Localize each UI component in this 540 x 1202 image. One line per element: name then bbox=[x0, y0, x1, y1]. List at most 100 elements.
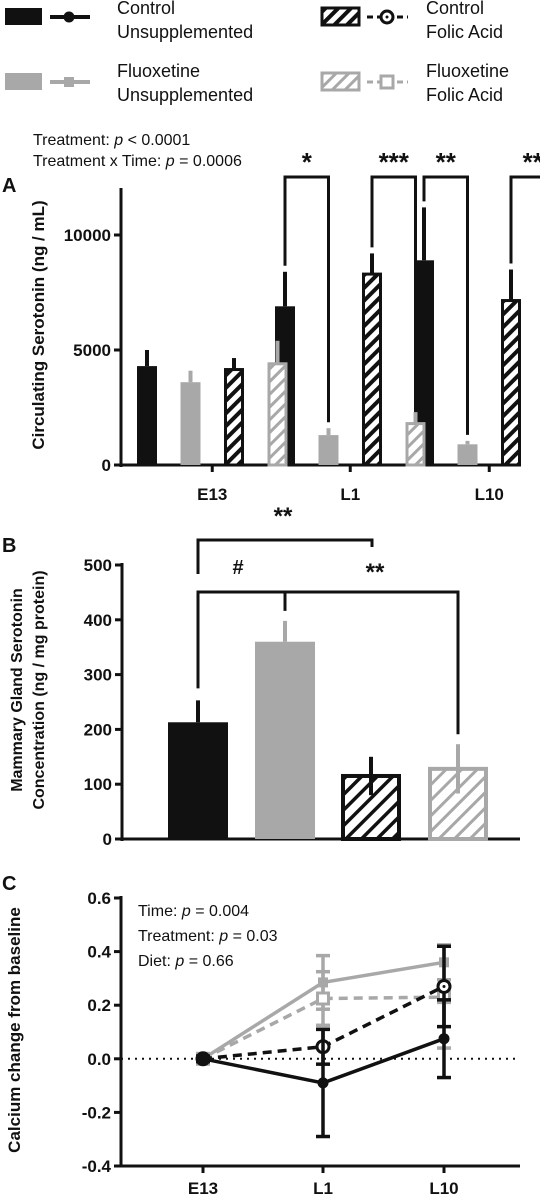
data-point-center bbox=[442, 984, 446, 988]
legend-label-line2: Unsupplemented bbox=[117, 85, 253, 105]
legend-marker-filled-circle bbox=[63, 11, 75, 23]
data-point bbox=[197, 1053, 209, 1065]
stat-label: Time: bbox=[138, 903, 177, 920]
stat-label: Treatment: bbox=[138, 928, 215, 945]
stat-label: Diet: bbox=[138, 953, 171, 970]
x-tick-label: E13 bbox=[188, 1179, 218, 1198]
bar bbox=[137, 366, 157, 465]
x-tick-label: L10 bbox=[475, 485, 504, 504]
panel-b-letter: B bbox=[2, 535, 16, 557]
stat-p: p bbox=[218, 928, 228, 945]
panel-c-letter: C bbox=[2, 873, 16, 895]
data-point bbox=[317, 1077, 329, 1089]
y-tick-label: 0.4 bbox=[87, 943, 111, 962]
legend-marker-center bbox=[385, 15, 389, 19]
legend-swatch bbox=[320, 6, 361, 27]
svg-text:Diet: p = 0.66: Diet: p = 0.66 bbox=[138, 953, 234, 970]
stat-p: p bbox=[174, 953, 184, 970]
data-point bbox=[438, 1033, 450, 1045]
svg-text:Treatment x Time: p = 0.0006: Treatment x Time: p = 0.0006 bbox=[33, 153, 242, 170]
x-tick-label: L1 bbox=[313, 1179, 333, 1198]
bar bbox=[457, 444, 478, 465]
legend-label-line1: Control bbox=[117, 0, 175, 18]
significance-bracket bbox=[509, 175, 540, 264]
panel-c-stats: Time: p = 0.004 Treatment: p = 0.03 Diet… bbox=[138, 903, 278, 970]
stat-p: p bbox=[165, 153, 175, 170]
y-tick-label: 500 bbox=[84, 556, 112, 575]
svg-text:Time: p = 0.004: Time: p = 0.004 bbox=[138, 903, 249, 920]
stat-value: = 0.004 bbox=[191, 903, 249, 920]
significance-bracket bbox=[283, 590, 460, 735]
panel-a-stats: Treatment: p < 0.0001 Treatment x Time: … bbox=[33, 132, 242, 170]
svg-text:Unsupplemented: Unsupplemented bbox=[117, 22, 253, 42]
significance-bracket bbox=[283, 175, 330, 423]
svg-text:Control: Control bbox=[117, 0, 175, 18]
significance-bracket bbox=[196, 538, 374, 574]
bar bbox=[318, 435, 339, 465]
panel-b-ylabel-line1: Mammary Gland Serotonin bbox=[9, 588, 26, 792]
svg-text:Control: Control bbox=[426, 0, 484, 18]
panel-a-chart: Circulating Serotonin (ng / mL) 0 5000 100… bbox=[29, 147, 540, 504]
bar bbox=[255, 641, 315, 839]
y-tick-label: 200 bbox=[84, 720, 112, 739]
panel-b-chart: Mammary Gland Serotonin Concentration (n… bbox=[9, 503, 520, 849]
y-tick-label: 300 bbox=[84, 666, 112, 685]
bar bbox=[224, 368, 244, 467]
bar bbox=[501, 299, 521, 467]
bar bbox=[405, 422, 426, 467]
y-tick-label: 400 bbox=[84, 611, 112, 630]
panel-a-letter: A bbox=[2, 175, 16, 197]
legend-marker-filled-square bbox=[64, 77, 74, 87]
legend-label-line2: Folic Acid bbox=[426, 22, 503, 42]
legend-item-fluoxetine-unsupplemented: Fluoxetine Unsupplemented bbox=[5, 61, 253, 105]
legend-swatch bbox=[5, 73, 42, 90]
bar bbox=[180, 382, 201, 465]
significance-label: # bbox=[232, 557, 243, 579]
y-tick-label: -0.2 bbox=[82, 1103, 111, 1122]
bar bbox=[362, 272, 382, 467]
x-tick-label: L10 bbox=[429, 1179, 458, 1198]
bar bbox=[168, 722, 228, 839]
panel-c-chart: Calcium change from baseline Time: p = 0… bbox=[5, 889, 520, 1198]
significance-label: *** bbox=[379, 147, 410, 177]
legend-label-line2: Unsupplemented bbox=[117, 22, 253, 42]
significance-label: ** bbox=[366, 559, 385, 586]
panel-b-ylabel-line2: Concentration (ng / mg protein) bbox=[31, 570, 48, 809]
svg-text:Folic Acid: Folic Acid bbox=[426, 85, 503, 105]
svg-text:Fluoxetine: Fluoxetine bbox=[117, 61, 200, 81]
y-tick-label: 0.6 bbox=[87, 889, 111, 908]
stat-label: Treatment: bbox=[33, 132, 110, 149]
bar bbox=[267, 362, 288, 467]
legend-swatch bbox=[5, 8, 42, 25]
bar bbox=[414, 260, 434, 465]
legend-label-line1: Fluoxetine bbox=[426, 61, 509, 81]
x-tick-label: L1 bbox=[340, 485, 360, 504]
y-tick-label: 0.2 bbox=[87, 996, 111, 1015]
stat-value: = 0.03 bbox=[228, 928, 277, 945]
y-tick-label: 100 bbox=[84, 775, 112, 794]
legend-swatch bbox=[320, 71, 361, 92]
stat-p: p bbox=[113, 132, 123, 149]
legend: Control Unsupplemented Control Folic Aci… bbox=[5, 0, 509, 105]
legend-item-control-unsupplemented: Control Unsupplemented bbox=[5, 0, 253, 42]
x-tick-label: E13 bbox=[197, 485, 227, 504]
data-point bbox=[316, 991, 330, 1006]
legend-label-line2: Folic Acid bbox=[426, 85, 503, 105]
stat-value: = 0.66 bbox=[184, 953, 233, 970]
legend-item-control-folic-acid: Control Folic Acid bbox=[320, 0, 503, 42]
stat-value: = 0.0006 bbox=[175, 153, 242, 170]
significance-bracket bbox=[370, 175, 417, 407]
series-line bbox=[202, 995, 445, 1061]
significance-label: ** bbox=[436, 147, 457, 177]
legend-item-fluoxetine-folic-acid: Fluoxetine Folic Acid bbox=[320, 61, 509, 105]
panel-a-ylabel: Circulating Serotonin (ng / mL) bbox=[29, 200, 48, 449]
significance-bracket bbox=[422, 175, 469, 435]
y-tick-label: -0.4 bbox=[82, 1157, 112, 1176]
svg-text:Unsupplemented: Unsupplemented bbox=[117, 85, 253, 105]
y-tick-label: 5000 bbox=[73, 341, 111, 360]
y-tick-label: 0 bbox=[103, 830, 112, 849]
significance-label: ** bbox=[274, 503, 293, 530]
legend-label-line1: Fluoxetine bbox=[117, 61, 200, 81]
y-tick-label: 0.0 bbox=[87, 1050, 111, 1069]
